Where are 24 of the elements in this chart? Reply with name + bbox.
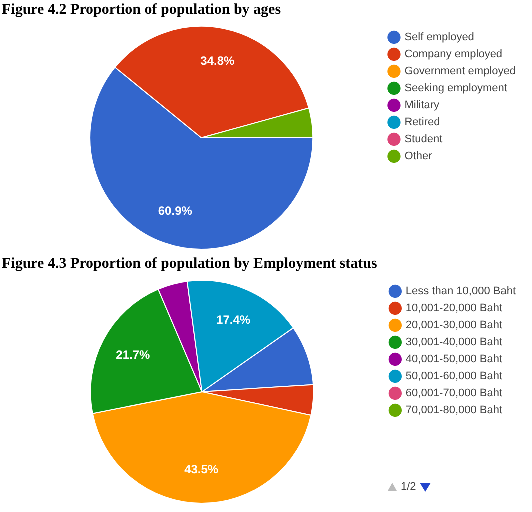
data-label: 60.9% [158, 204, 193, 218]
chart-title: Figure 4.2 Proportion of population by ages [1, 1, 282, 20]
data-label: 21.7% [116, 348, 151, 362]
data-label: 17.4% [216, 312, 251, 327]
data-label: 34.8% [200, 54, 236, 68]
legend-label: 40,001-50,000 Baht [406, 354, 503, 366]
legend-label: Less than 10,000 Baht [406, 286, 516, 298]
legend-label: 50,001-60,000 Baht [406, 370, 503, 383]
chart-title: Figure 4.3 Proportion of population by Employment status [1, 255, 378, 274]
legend-label: 70,001-80,000 Baht [406, 404, 503, 417]
legend-label: Military [404, 100, 440, 112]
legend-label: Government employed [404, 66, 516, 78]
legend-label: Seeking employment [404, 82, 508, 95]
legend-label: Self employed [404, 32, 474, 44]
legend-label: Retired [404, 116, 440, 129]
legend-label: 60,001-70,000 Baht [406, 388, 503, 400]
legend-label: Other [404, 150, 433, 163]
legend-label: 20,001-30,000 Baht [406, 320, 503, 332]
legend-label: Company employed [404, 48, 503, 61]
legend-label: 30,001-40,000 Baht [406, 336, 503, 349]
data-label: 43.5% [184, 462, 219, 476]
text: 1/2 [401, 481, 416, 493]
legend-label: 10,001-20,000 Baht [406, 302, 503, 315]
legend-label: Student [404, 134, 443, 146]
